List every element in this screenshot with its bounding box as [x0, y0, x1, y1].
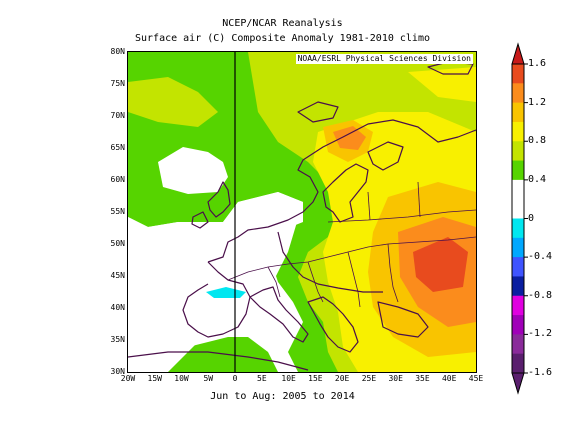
lon-tick-label: 35E	[415, 374, 430, 383]
lon-tick-label: 15W	[147, 374, 162, 383]
lat-tick-label: 65N	[110, 143, 125, 152]
time-period-label: Jun to Aug: 2005 to 2014	[210, 391, 355, 402]
colorbar-bin	[512, 315, 524, 335]
colorbar-label: 0	[528, 212, 535, 224]
colorbar-bin	[512, 64, 524, 84]
lon-tick-label: 0	[232, 374, 238, 383]
colorbar-bin	[512, 83, 524, 104]
colorbar-label: 1.6	[528, 58, 547, 69]
colorbar-bin	[512, 121, 524, 142]
data-source-label: NOAA/ESRL Physical Sciences Division	[295, 54, 473, 64]
lon-tick-label: 10W	[174, 374, 189, 383]
lon-tick-label: 20E	[334, 374, 350, 383]
lat-tick-label: 35N	[110, 335, 125, 344]
colorbar-bin	[512, 295, 524, 316]
lat-tick-label: 30N	[110, 367, 125, 376]
anomaly-cyan-region	[206, 287, 246, 298]
colorbar-bin	[512, 141, 524, 162]
map-canvas	[128, 52, 476, 372]
anomaly-red-core	[413, 237, 468, 292]
anomaly-map: NOAA/ESRL Physical Sciences Division	[127, 51, 477, 373]
lon-tick-label: 15E	[308, 374, 323, 383]
colorbar-bin	[512, 160, 524, 181]
chart-title: NCEP/NCAR Reanalysis	[222, 18, 343, 29]
lon-tick-label: 45E	[468, 374, 484, 383]
lat-tick-label: 75N	[110, 79, 125, 88]
colorbar-bin	[512, 276, 524, 297]
coastlines	[128, 61, 476, 371]
colorbar-bin	[512, 257, 524, 277]
colorbar-bin	[512, 218, 524, 239]
anomaly-white-region-iberia	[128, 192, 303, 372]
colorbar-bin	[512, 353, 524, 374]
lat-tick-label: 40N	[110, 303, 125, 312]
colorbar-label: 0.8	[528, 135, 547, 147]
colorbar-label: -0.4	[528, 251, 553, 263]
lat-tick-label: 60N	[110, 175, 125, 184]
colorbar-label: -0.8	[528, 289, 553, 301]
colorbar-bin	[512, 237, 524, 258]
lat-tick-label: 70N	[110, 111, 125, 120]
colorbar-label: 1.2	[528, 96, 547, 108]
lon-tick-label: 5W	[203, 374, 214, 383]
lon-tick-label: 10E	[281, 374, 296, 383]
country-borders	[227, 181, 476, 308]
lon-tick-label: 20W	[120, 374, 136, 383]
anomaly-yellow-region-north	[408, 67, 476, 102]
anomaly-white-region-north	[158, 147, 228, 194]
colorbar-label: 0.4	[528, 173, 547, 185]
colorbar-label: -1.6	[528, 367, 553, 378]
anomaly-green-region-sw	[168, 332, 278, 372]
lat-tick-label: 80N	[110, 47, 125, 56]
lat-tick-label: 50N	[110, 239, 125, 248]
lon-tick-label: 25E	[361, 374, 377, 383]
chart-subtitle: Surface air (C) Composite Anomaly 1981-2…	[134, 33, 430, 44]
lat-tick-label: 45N	[110, 271, 125, 280]
colorbar-bin	[512, 199, 524, 219]
colorbar-bin	[512, 102, 524, 123]
lat-tick-label: 55N	[110, 207, 125, 216]
colorbar-min-arrow	[511, 372, 525, 395]
colorbar-label: -1.2	[528, 328, 553, 340]
lon-tick-label: 5E	[257, 374, 267, 383]
colorbar-max-arrow	[511, 42, 525, 65]
anomaly-orange-region-scandinavia	[333, 126, 366, 150]
lon-tick-label: 40E	[441, 374, 457, 383]
lon-tick-label: 30E	[388, 374, 403, 383]
colorbar-bin	[512, 334, 524, 355]
colorbar-bin	[512, 179, 524, 200]
anomaly-yellow-green-region-nw	[128, 77, 218, 127]
